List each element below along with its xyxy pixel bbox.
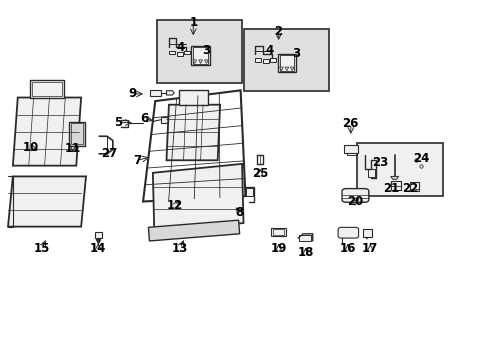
Bar — [157, 21, 242, 83]
Text: 25: 25 — [251, 167, 268, 180]
Text: 4: 4 — [176, 41, 184, 54]
Bar — [169, 51, 175, 54]
Polygon shape — [148, 220, 239, 241]
Bar — [243, 30, 328, 91]
Bar — [344, 145, 357, 153]
Text: 24: 24 — [412, 152, 428, 165]
Text: 10: 10 — [23, 141, 39, 154]
Bar — [279, 55, 294, 71]
Polygon shape — [13, 98, 81, 166]
Text: 12: 12 — [167, 199, 183, 212]
Polygon shape — [290, 67, 294, 71]
Text: 26: 26 — [342, 117, 358, 130]
Text: 11: 11 — [64, 142, 81, 155]
Bar — [356, 143, 443, 196]
Bar — [95, 232, 102, 238]
Text: 6: 6 — [140, 112, 148, 125]
Bar — [409, 182, 418, 191]
Bar — [271, 228, 285, 235]
Bar — [246, 188, 253, 196]
Text: 17: 17 — [362, 242, 378, 255]
Text: 3: 3 — [291, 47, 300, 60]
Text: 23: 23 — [371, 156, 387, 169]
Bar — [362, 229, 371, 237]
Polygon shape — [390, 176, 398, 179]
FancyBboxPatch shape — [337, 227, 358, 238]
Bar — [30, 80, 64, 98]
Polygon shape — [285, 67, 288, 71]
Bar — [269, 58, 275, 62]
Text: 21: 21 — [382, 183, 398, 195]
Text: 15: 15 — [34, 242, 50, 255]
Text: 2: 2 — [274, 25, 282, 38]
Text: 16: 16 — [339, 242, 355, 255]
Polygon shape — [166, 105, 220, 160]
Text: 22: 22 — [401, 183, 418, 195]
Text: 19: 19 — [270, 242, 286, 255]
Bar — [71, 123, 82, 144]
Text: 27: 27 — [101, 147, 117, 159]
Polygon shape — [8, 176, 86, 226]
Bar — [150, 90, 160, 96]
Bar — [32, 82, 61, 96]
Bar — [160, 117, 169, 123]
Polygon shape — [204, 60, 208, 63]
Text: 8: 8 — [235, 206, 243, 219]
Text: 18: 18 — [297, 246, 313, 259]
Text: 1: 1 — [189, 17, 197, 30]
Bar — [190, 45, 210, 65]
Polygon shape — [192, 60, 196, 63]
Text: 5: 5 — [113, 116, 122, 129]
Bar — [263, 59, 268, 63]
Text: 20: 20 — [347, 195, 363, 208]
Bar — [272, 229, 284, 234]
Bar — [183, 51, 189, 54]
Bar — [390, 181, 400, 190]
Bar — [367, 169, 374, 177]
Text: 9: 9 — [128, 87, 136, 100]
Polygon shape — [198, 60, 202, 63]
Text: 14: 14 — [90, 242, 106, 255]
Bar — [277, 54, 296, 72]
Bar — [178, 90, 207, 105]
Bar — [255, 58, 261, 62]
Text: 13: 13 — [172, 242, 188, 255]
Polygon shape — [166, 91, 174, 95]
Text: 3: 3 — [202, 44, 210, 57]
Polygon shape — [279, 67, 283, 71]
Bar — [69, 122, 84, 146]
Bar — [299, 234, 311, 241]
Bar — [192, 47, 208, 64]
Bar — [177, 52, 183, 55]
Text: 4: 4 — [265, 44, 273, 57]
Polygon shape — [409, 189, 418, 191]
FancyBboxPatch shape — [341, 189, 368, 202]
Text: 7: 7 — [133, 154, 141, 167]
Polygon shape — [153, 164, 243, 232]
